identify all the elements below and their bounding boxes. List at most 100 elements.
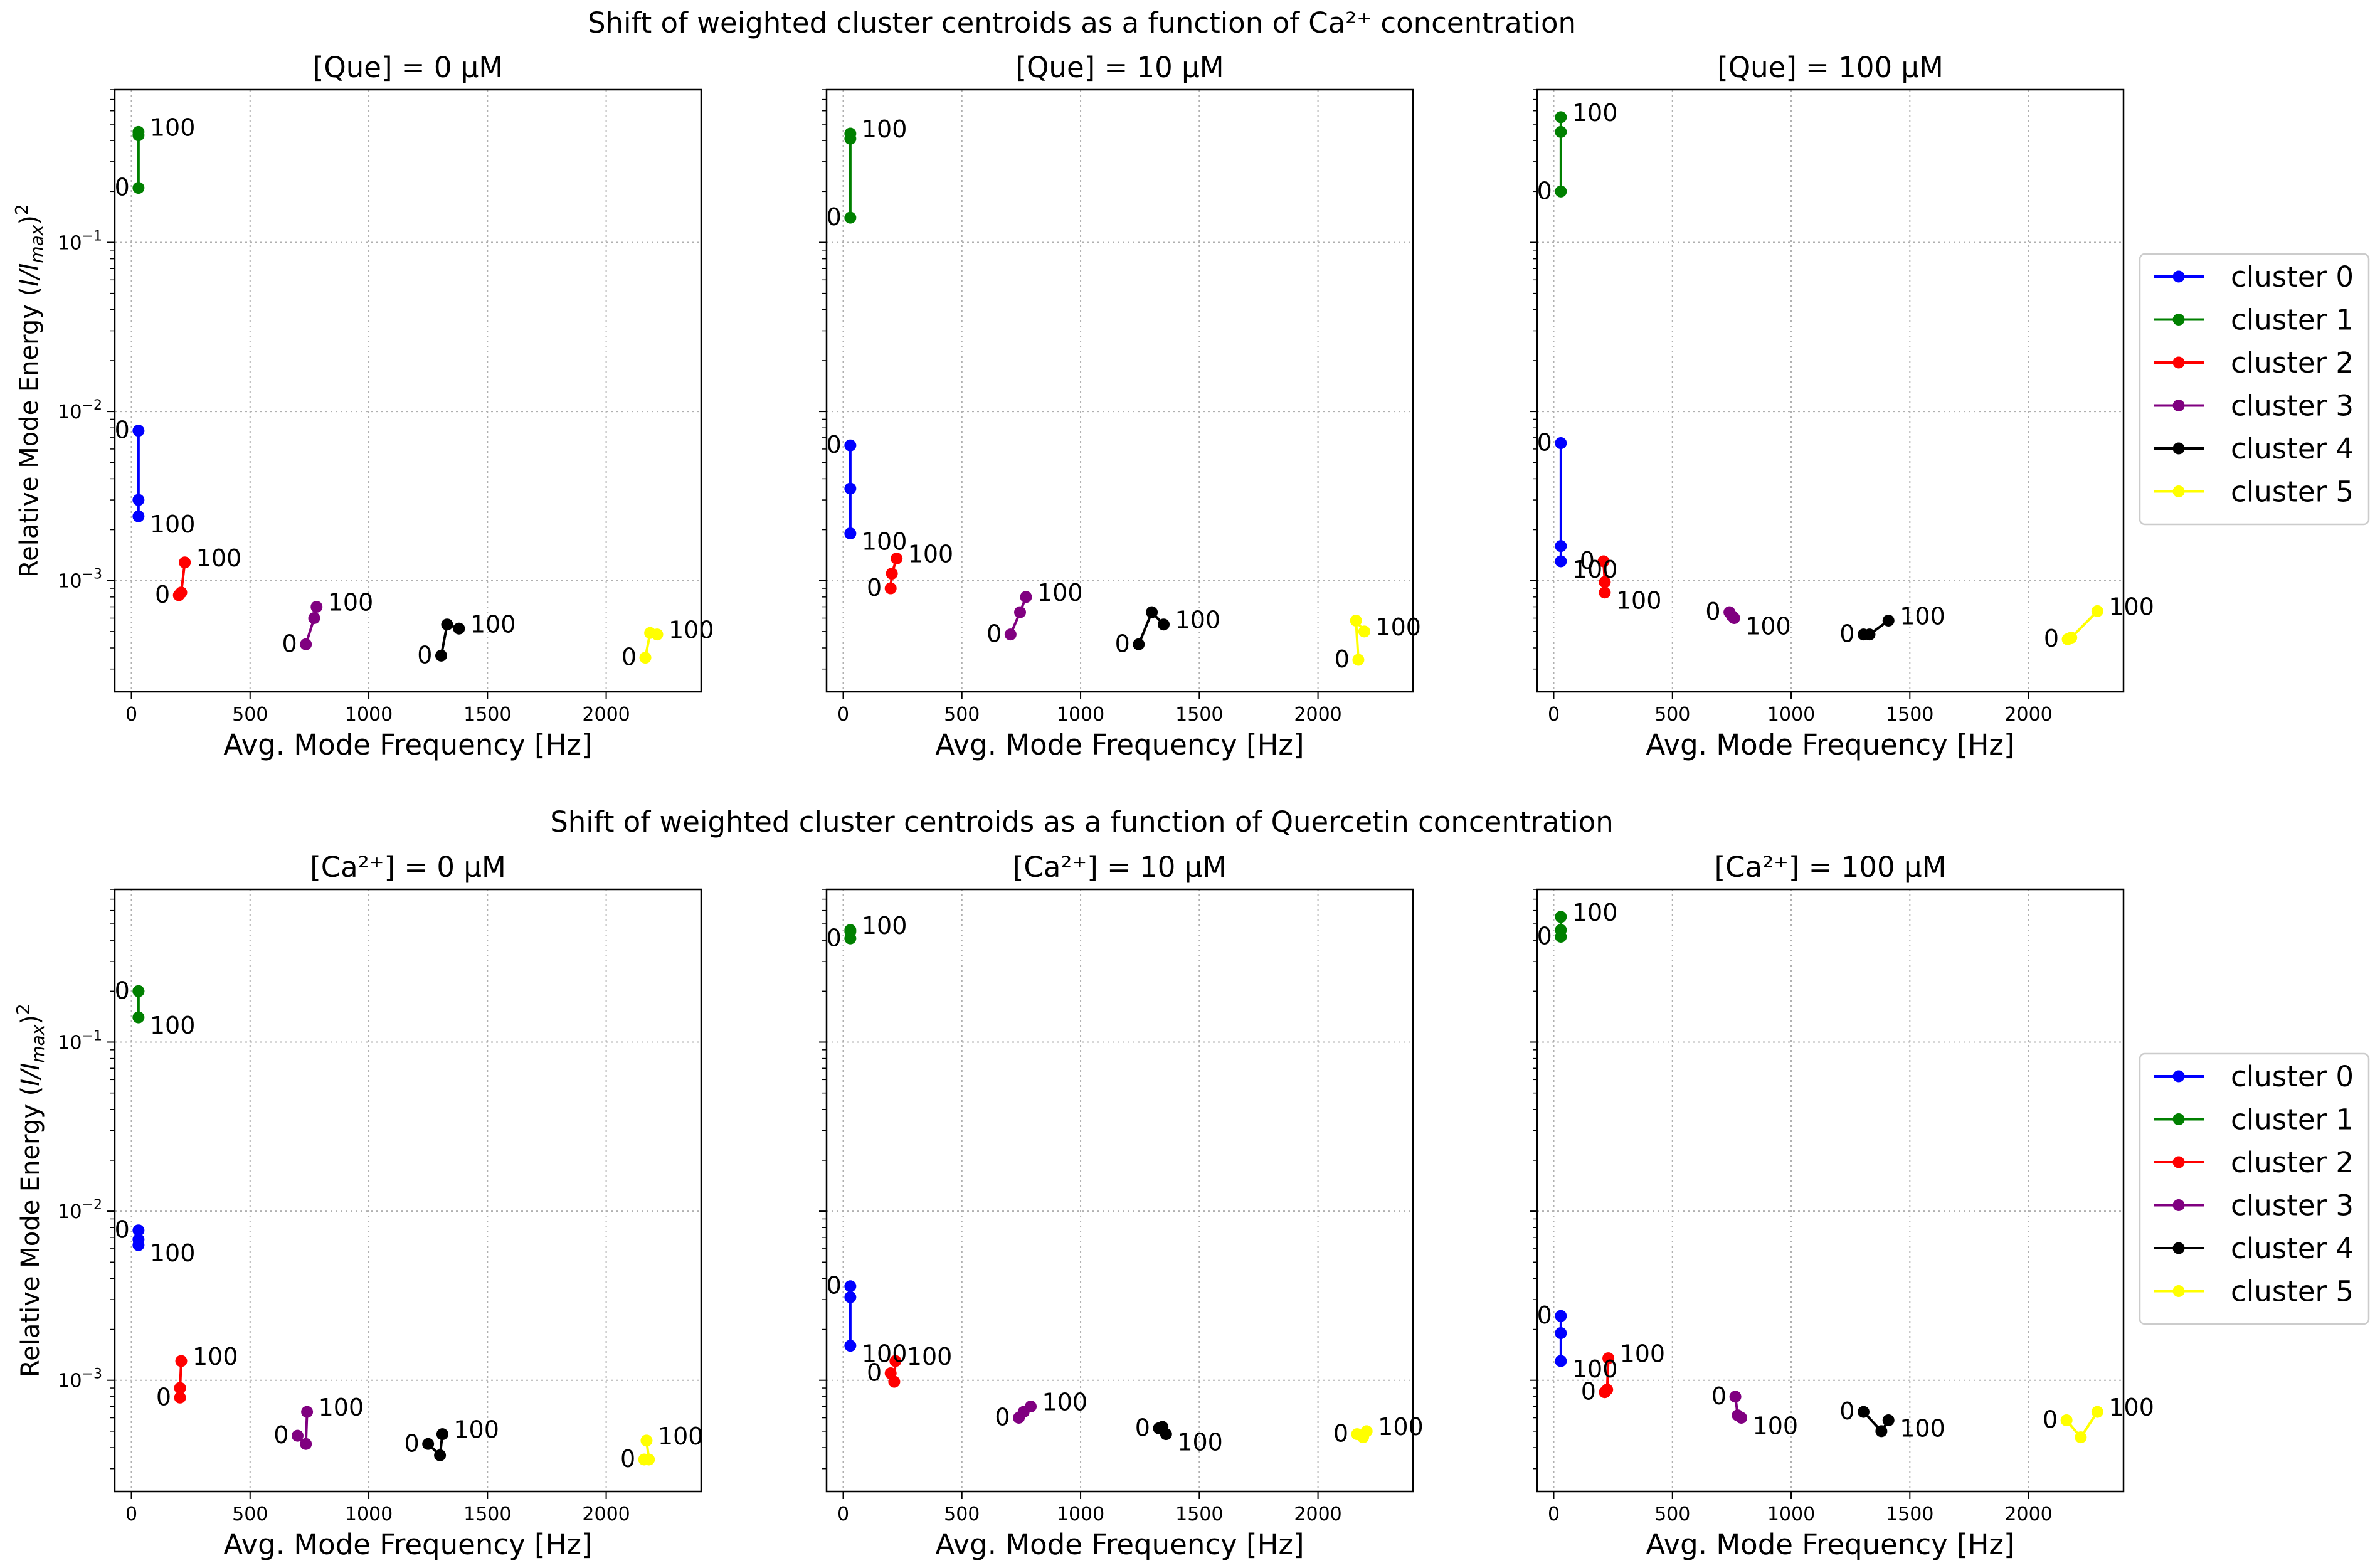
- panel-title: [Ca²⁺] = 0 μM: [310, 850, 506, 884]
- start-label: 0: [1839, 620, 1854, 648]
- end-label: 100: [328, 588, 374, 616]
- start-label: 0: [2044, 625, 2059, 652]
- end-label: 100: [1572, 899, 1618, 926]
- start-label: 0: [1335, 645, 1350, 673]
- start-label: 0: [1839, 1397, 1854, 1425]
- x-tick-label: 500: [232, 704, 268, 726]
- end-label: 100: [1745, 613, 1791, 640]
- data-point: [291, 1429, 304, 1442]
- data-point: [886, 568, 898, 580]
- data-point: [1735, 1412, 1748, 1424]
- data-point: [1602, 1352, 1615, 1365]
- data-point: [132, 425, 145, 437]
- legend-swatch-marker: [2172, 1156, 2185, 1168]
- legend-swatch-marker: [2172, 356, 2185, 369]
- x-tick-label: 1000: [1057, 704, 1104, 726]
- start-label: 0: [827, 1272, 842, 1300]
- x-axis-label: Avg. Mode Frequency [Hz]: [223, 728, 592, 761]
- data-point: [1555, 111, 1567, 124]
- data-point: [1555, 1310, 1567, 1322]
- legend-swatch-marker: [2172, 1113, 2185, 1125]
- end-label: 100: [1620, 1340, 1666, 1368]
- start-label: 0: [827, 203, 842, 231]
- y-tick-label: 10−2: [58, 1197, 102, 1223]
- start-label: 0: [2043, 1406, 2058, 1433]
- series-group: [1555, 911, 2103, 1444]
- data-point: [844, 211, 857, 224]
- start-label: 0: [156, 1383, 171, 1411]
- end-label: 100: [2108, 593, 2154, 620]
- axes-frame: [114, 88, 702, 693]
- x-tick-label: 2000: [582, 1503, 630, 1525]
- end-label: 100: [319, 1394, 364, 1421]
- end-label: 100: [862, 115, 907, 143]
- data-point: [422, 1438, 435, 1450]
- x-tick-label: 500: [232, 1503, 268, 1525]
- y-tick-label: 10−3: [58, 567, 102, 593]
- legend-swatch-marker: [2172, 485, 2185, 497]
- legend-1: cluster 0 cluster 1 cluster 2 cluster 3 clus…: [2139, 253, 2370, 526]
- axes-frame: [825, 888, 1414, 1493]
- data-point: [132, 1011, 145, 1024]
- row-1-suptitle: Shift of weighted cluster centroids as a…: [588, 6, 1576, 40]
- legend-swatch-marker: [2172, 1242, 2185, 1254]
- axes-frame: [1536, 88, 2125, 693]
- panel-title: [Que] = 100 μM: [1717, 51, 1944, 84]
- data-point: [1555, 555, 1567, 568]
- panel-title: [Que] = 10 μM: [1015, 51, 1224, 84]
- legend-swatch-marker: [2172, 400, 2185, 411]
- start-label: 0: [827, 924, 842, 951]
- start-label: 0: [995, 1404, 1010, 1431]
- start-label: 0: [155, 581, 170, 608]
- axes-frame: [1536, 888, 2125, 1493]
- x-tick-label: 1000: [1767, 1503, 1815, 1525]
- end-label: 100: [908, 541, 954, 568]
- data-point: [1597, 555, 1610, 568]
- data-point: [1599, 576, 1611, 588]
- row-2-suptitle: Shift of weighted cluster centroids as a…: [550, 805, 1614, 839]
- data-point: [1599, 586, 1611, 599]
- start-label: 0: [115, 977, 130, 1004]
- y-axis-label: Relative Mode Energy (I/Imax)2: [13, 1004, 48, 1377]
- data-point: [1555, 1327, 1567, 1340]
- data-point: [435, 649, 447, 662]
- legend-entry-label: cluster 5: [2231, 475, 2354, 509]
- x-tick-label: 0: [837, 704, 849, 726]
- end-label: 100: [862, 528, 907, 556]
- start-label: 0: [867, 1359, 882, 1387]
- data-point: [453, 622, 465, 635]
- data-point: [1875, 1425, 1888, 1438]
- start-label: 0: [1711, 1382, 1727, 1410]
- legend-swatch-marker: [2172, 1070, 2185, 1083]
- end-label: 100: [193, 1343, 238, 1370]
- end-label: 100: [453, 1416, 499, 1444]
- start-label: 0: [1537, 429, 1552, 457]
- x-tick-label: 500: [944, 1503, 980, 1525]
- data-point: [1555, 185, 1567, 198]
- data-point: [2091, 1406, 2103, 1418]
- data-point: [1555, 924, 1567, 936]
- x-tick-label: 2000: [1294, 1503, 1341, 1525]
- data-point: [2065, 632, 2078, 644]
- x-axis-label: Avg. Mode Frequency [Hz]: [935, 1528, 1304, 1561]
- start-label: 0: [404, 1429, 419, 1457]
- data-point: [1350, 614, 1362, 627]
- x-tick-label: 2000: [1294, 704, 1341, 726]
- x-tick-label: 2000: [582, 704, 630, 726]
- start-label: 0: [1333, 1420, 1348, 1448]
- legend-entry-label: cluster 3: [2231, 1189, 2354, 1222]
- x-tick-label: 0: [1548, 704, 1560, 726]
- x-tick-label: 1500: [1175, 704, 1223, 726]
- x-tick-label: 1500: [463, 704, 511, 726]
- x-axis-label: Avg. Mode Frequency [Hz]: [935, 728, 1304, 761]
- data-point: [1014, 606, 1027, 618]
- start-label: 0: [986, 620, 1002, 648]
- data-point: [1158, 618, 1170, 631]
- start-label: 0: [1537, 1301, 1552, 1329]
- data-point: [1729, 1391, 1742, 1403]
- end-label: 100: [1378, 1413, 1424, 1441]
